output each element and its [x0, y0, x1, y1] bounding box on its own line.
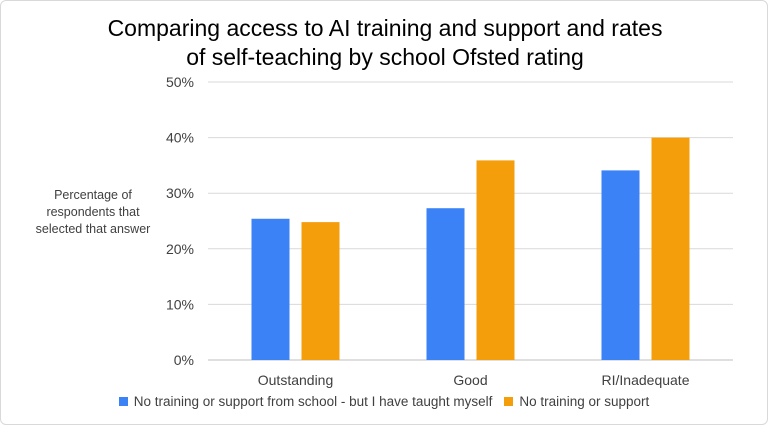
- bars: [251, 137, 690, 360]
- bar-no-support: [476, 160, 515, 360]
- chart-title-line-2: of self-teaching by school Ofsted rating: [186, 44, 584, 70]
- bar-self-taught: [251, 218, 290, 360]
- bar-no-support: [651, 137, 690, 360]
- legend-item-no-support: No training or support: [504, 394, 649, 409]
- legend: No training or support from school - but…: [0, 394, 768, 409]
- legend-swatch-self-taught: [118, 397, 128, 406]
- y-tick-labels: 0% 10% 20% 30% 40% 50%: [166, 74, 194, 368]
- bar-self-taught: [601, 170, 640, 360]
- x-tick-label: RI/Inadequate: [602, 372, 690, 388]
- y-tick-label: 0%: [174, 352, 194, 368]
- gridlines: [208, 81, 733, 361]
- legend-item-self-taught: No training or support from school - but…: [118, 394, 493, 409]
- y-tick-label: 50%: [166, 74, 194, 90]
- legend-swatch-no-support: [504, 397, 514, 406]
- bar-no-support: [301, 222, 340, 360]
- y-tick-label: 10%: [166, 296, 194, 312]
- chart-title: Comparing access to AI training and supp…: [60, 14, 710, 72]
- y-tick-label: 30%: [166, 185, 194, 201]
- x-tick-label: Outstanding: [258, 372, 334, 388]
- y-axis-label: Percentage of respondents that selected …: [35, 188, 151, 236]
- y-tick-label: 40%: [166, 130, 194, 146]
- x-tick-labels: Outstanding Good RI/Inadequate: [258, 372, 690, 388]
- x-tick-label: Good: [453, 372, 487, 388]
- y-tick-label: 20%: [166, 241, 194, 257]
- legend-label-self-taught: No training or support from school - but…: [133, 394, 493, 409]
- legend-label-no-support: No training or support: [519, 394, 650, 409]
- chart-title-line-1: Comparing access to AI training and supp…: [107, 15, 663, 41]
- bar-self-taught: [426, 208, 465, 360]
